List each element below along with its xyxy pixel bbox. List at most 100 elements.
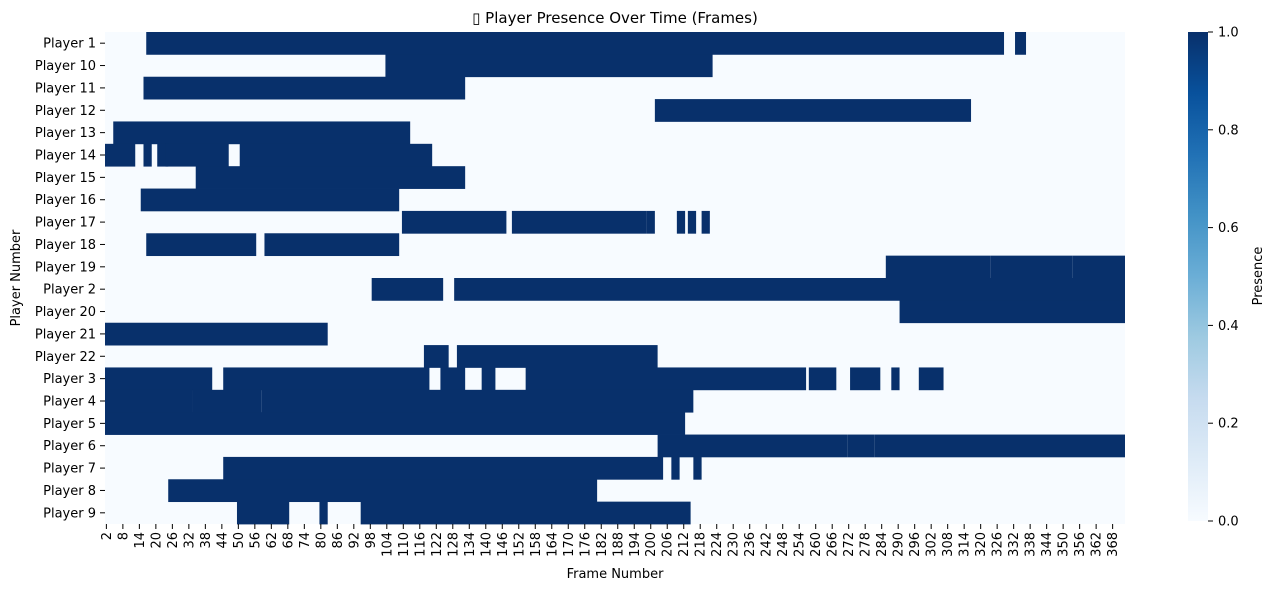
x-tick-label: 248: [776, 532, 791, 557]
x-tick-label: 368: [1106, 532, 1121, 557]
presence-segment: [385, 54, 713, 78]
y-tick-label: Player 3: [43, 372, 96, 387]
x-tick-label: 332: [1007, 532, 1022, 557]
y-tick-label: Player 16: [35, 193, 96, 208]
x-tick-label: 158: [529, 532, 544, 557]
presence-segment: [195, 166, 466, 189]
presence-segment: [654, 99, 972, 122]
presence-segment: [223, 456, 664, 480]
x-tick-label: 236: [743, 532, 758, 557]
presence-segment: [423, 345, 449, 368]
x-tick-label: 296: [908, 532, 923, 557]
y-tick-label: Player 13: [35, 126, 96, 141]
presence-segment: [850, 367, 881, 391]
y-tick-label: Player 18: [35, 238, 96, 253]
x-tick-label: 116: [413, 532, 428, 557]
x-tick-label: 290: [892, 532, 907, 557]
presence-segment: [885, 255, 991, 279]
presence-segment: [891, 367, 900, 391]
x-tick-label: 284: [875, 532, 890, 557]
x-tick-label: 104: [380, 532, 395, 557]
y-tick-label: Player 11: [35, 81, 96, 96]
x-tick-label: 50: [232, 532, 247, 549]
presence-segment: [646, 210, 655, 234]
x-tick-label: 68: [281, 532, 296, 549]
x-tick-label: 254: [793, 532, 808, 557]
colorbar-gradient: [1188, 32, 1208, 521]
presence-segment: [1015, 32, 1027, 55]
presence-segment: [525, 367, 807, 391]
y-tick-label: Player 9: [43, 506, 96, 521]
x-tick-label: 302: [925, 532, 940, 557]
presence-segment: [146, 233, 257, 257]
x-tick-label: 44: [215, 532, 230, 549]
y-tick-label: Player 21: [35, 327, 96, 342]
y-tick-label: Player 4: [43, 395, 96, 410]
colorbar-tick-label: 0.0: [1218, 515, 1239, 530]
x-tick-label: 356: [1073, 532, 1088, 557]
x-tick-label: 194: [628, 532, 643, 557]
presence-segment: [454, 278, 1125, 301]
chart-title: ▯ Player Presence Over Time (Frames): [472, 9, 758, 27]
x-tick-label: 80: [314, 532, 329, 549]
x-tick-label: 26: [166, 532, 181, 549]
presence-segment: [113, 121, 411, 145]
presence-segment: [671, 456, 680, 480]
x-tick-label: 74: [298, 532, 313, 549]
presence-segment: [261, 389, 694, 413]
presence-segment: [165, 143, 229, 167]
presence-segment: [990, 255, 1073, 279]
presence-segment: [105, 389, 193, 413]
x-tick-label: 260: [809, 532, 824, 557]
presence-segment: [319, 501, 328, 525]
presence-segment: [918, 367, 944, 391]
x-tick-label: 146: [496, 532, 511, 557]
y-axis-label: Player Number: [9, 229, 24, 326]
x-tick-label: 212: [677, 532, 692, 557]
presence-segment: [371, 278, 444, 301]
presence-segment: [239, 143, 433, 167]
x-tick-label: 320: [974, 532, 989, 557]
y-tick-label: Player 8: [43, 484, 96, 499]
x-axis-label: Frame Number: [567, 567, 665, 582]
y-axis: Player 1 Player 10 Player 11 Player 12 Playe…: [35, 37, 105, 521]
presence-segment: [676, 210, 686, 234]
presence-segment: [192, 389, 262, 413]
x-tick-label: 32: [182, 532, 197, 549]
y-tick-label: Player 20: [35, 305, 96, 320]
x-tick-label: 134: [463, 532, 478, 557]
x-tick-label: 242: [760, 532, 775, 557]
colorbar-tick-label: 1.0: [1218, 26, 1239, 41]
x-tick-label: 122: [430, 532, 445, 557]
x-tick-label: 38: [199, 532, 214, 549]
x-tick-label: 14: [133, 532, 148, 549]
y-tick-label: Player 17: [35, 216, 96, 231]
x-tick-label: 362: [1090, 532, 1105, 557]
x-tick-label: 278: [859, 532, 874, 557]
x-tick-label: 170: [562, 532, 577, 557]
x-tick-label: 86: [331, 532, 346, 549]
x-tick-label: 140: [479, 532, 494, 557]
heatmap-plot-area: [105, 32, 1125, 525]
presence-segment: [264, 233, 400, 257]
presence-segment: [105, 412, 686, 435]
x-tick-label: 62: [265, 532, 280, 549]
colorbar-tick-label: 0.4: [1218, 319, 1239, 334]
presence-segment: [511, 210, 647, 234]
y-tick-label: Player 6: [43, 439, 96, 454]
y-tick-label: Player 12: [35, 104, 96, 119]
y-tick-label: Player 14: [35, 149, 96, 164]
x-tick-label: 224: [710, 532, 725, 557]
x-tick-label: 326: [991, 532, 1006, 557]
x-tick-label: 152: [512, 532, 527, 557]
y-tick-label: Player 22: [35, 350, 96, 365]
colorbar: 0.0 0.2 0.4 0.6 0.8 1.0: [1188, 26, 1239, 530]
x-tick-label: 338: [1024, 532, 1039, 557]
x-tick-label: 2: [100, 532, 115, 540]
y-tick-label: Player 2: [43, 283, 96, 298]
presence-segment: [146, 32, 1005, 55]
y-tick-label: Player 10: [35, 59, 96, 74]
presence-segment: [874, 434, 1125, 458]
x-tick-label: 230: [727, 532, 742, 557]
y-tick-label: Player 7: [43, 462, 96, 477]
